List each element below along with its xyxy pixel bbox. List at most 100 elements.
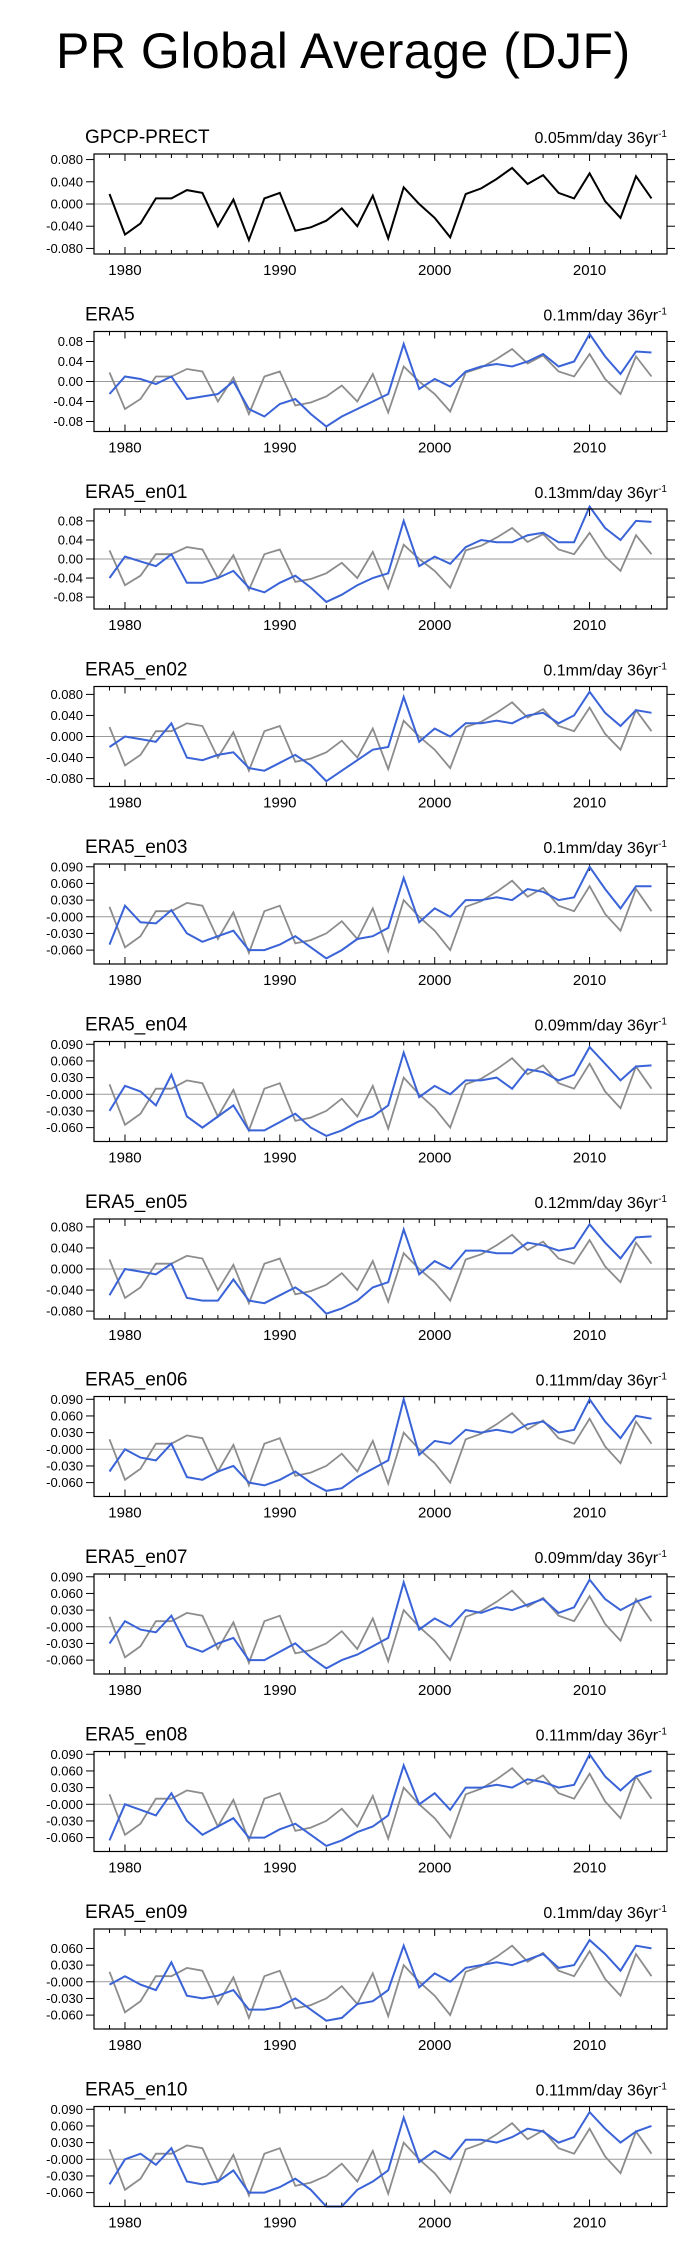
y-tick-label: 0.04 — [58, 354, 83, 369]
x-tick-label: 2000 — [418, 1327, 451, 1344]
trend-rate-label: 0.11mm/day 36yr-1 — [536, 2082, 668, 2100]
panel-title: GPCP-PRECT — [85, 127, 210, 148]
plot-frame — [93, 1573, 668, 1675]
panel-title: ERA5_en03 — [85, 837, 187, 858]
x-tick-label: 2010 — [573, 617, 606, 634]
y-tick-label: 0.08 — [58, 513, 83, 528]
y-tick-label: -0.04 — [53, 571, 83, 586]
trend-rate-label: 0.1mm/day 36yr-1 — [543, 662, 667, 680]
y-tick-label: 0.030 — [50, 1070, 83, 1085]
series-line-gpcp-prect — [108, 166, 653, 243]
series-line-model — [108, 1045, 652, 1137]
panel-era5-en03: ERA5_en03 0.1mm/day 36yr-1 0.090 0.060 0.030… — [46, 837, 675, 989]
y-tick-label: 0.060 — [50, 1586, 83, 1601]
y-tick-label: 0.090 — [50, 2102, 83, 2117]
y-tick-label: -0.000 — [46, 1797, 83, 1812]
y-tick-label: -0.030 — [46, 1103, 83, 1118]
x-tick-label: 2010 — [573, 1505, 606, 1522]
trend-rate-value: 0.11mm/day 36yr — [536, 1373, 659, 1390]
y-tick-label: -0.030 — [46, 926, 83, 941]
y-tick-label: 0.040 — [50, 174, 83, 189]
series-line-model — [108, 2110, 652, 2208]
y-tick-label: 0.060 — [50, 1408, 83, 1423]
y-tick-label: -0.08 — [53, 414, 83, 429]
y-tick-label: 0.080 — [50, 1219, 83, 1234]
series-line-model — [108, 1577, 652, 1670]
panel-title: ERA5_en08 — [85, 1725, 187, 1746]
x-tick-label: 2000 — [418, 440, 451, 457]
series-line-model — [108, 690, 652, 783]
panel-title: ERA5_en09 — [85, 1902, 187, 1923]
panel-title: ERA5_en07 — [85, 1547, 187, 1568]
y-tick-label: 0.000 — [50, 197, 83, 212]
plot-frame — [93, 1928, 668, 2030]
y-tick-label: 0.040 — [50, 1240, 83, 1255]
y-tick-label: 0.090 — [50, 859, 83, 874]
y-tick-label: -0.060 — [46, 2185, 83, 2200]
panel-era5-en07: ERA5_en07 0.09mm/day 36yr-1 0.090 0.060 0.03… — [46, 1547, 675, 1699]
y-tick-label: -0.060 — [46, 1830, 83, 1845]
plot-frame — [93, 1040, 668, 1143]
y-tick-label: -0.040 — [46, 219, 83, 234]
y-tick-label: 0.04 — [58, 532, 83, 547]
trend-rate-value: 0.1mm/day 36yr — [543, 663, 658, 680]
trend-rate-value: 0.11mm/day 36yr — [536, 2083, 659, 2100]
y-tick-label: 0.090 — [50, 1569, 83, 1584]
y-tick-label: -0.030 — [46, 1813, 83, 1828]
x-tick-label: 1980 — [108, 795, 141, 812]
trend-rate-label: 0.13mm/day 36yr-1 — [534, 484, 667, 502]
trend-rate-label: 0.11mm/day 36yr-1 — [536, 1727, 668, 1745]
y-tick-label: -0.060 — [46, 1120, 83, 1135]
trend-rate-value: 0.12mm/day 36yr — [534, 1195, 658, 1212]
plot-frame — [93, 2105, 668, 2208]
y-tick-label: 0.090 — [50, 1037, 83, 1052]
plot-frame — [93, 330, 668, 433]
y-tick-label: -0.000 — [46, 909, 83, 924]
x-tick-label: 2000 — [418, 262, 451, 279]
y-tick-label: 0.060 — [50, 1763, 83, 1778]
x-tick-label: 2010 — [573, 262, 606, 279]
trend-rate-exponent: -1 — [658, 129, 667, 140]
x-tick-label: 1980 — [108, 440, 141, 457]
y-tick-label: 0.00 — [58, 552, 83, 567]
y-tick-label: 0.090 — [50, 1747, 83, 1762]
y-tick-label: -0.080 — [46, 1304, 83, 1319]
series-line-model — [108, 1752, 652, 1848]
panel-title: ERA5_en02 — [85, 660, 187, 681]
x-tick-label: 1980 — [108, 2215, 141, 2232]
y-tick-label: 0.090 — [50, 1392, 83, 1407]
plot-frame — [93, 685, 668, 788]
x-tick-label: 1980 — [108, 1860, 141, 1877]
plot-frame — [93, 153, 668, 255]
trend-rate-value: 0.09mm/day 36yr — [534, 1018, 658, 1035]
series-line-model — [108, 1395, 652, 1492]
panel-title: ERA5 — [85, 305, 135, 326]
trend-rate-value: 0.09mm/day 36yr — [534, 1550, 658, 1567]
trend-rate-exponent: -1 — [658, 1372, 667, 1383]
x-tick-label: 1980 — [108, 1150, 141, 1167]
trend-rate-value: 0.1mm/day 36yr — [543, 840, 658, 857]
panel-era5-en02: ERA5_en02 0.1mm/day 36yr-1 0.080 0.040 0.000… — [46, 660, 675, 812]
x-tick-label: 1990 — [263, 1860, 296, 1877]
trend-rate-exponent: -1 — [658, 307, 667, 318]
panel-title: ERA5_en01 — [85, 482, 187, 503]
x-tick-label: 2000 — [418, 1150, 451, 1167]
series-line-gpcp-reference — [108, 347, 653, 417]
x-tick-label: 1980 — [108, 1505, 141, 1522]
x-tick-label: 1980 — [108, 1327, 141, 1344]
y-tick-label: -0.000 — [46, 2152, 83, 2167]
trend-rate-value: 0.1mm/day 36yr — [543, 1905, 658, 1922]
series-line-gpcp-reference — [108, 2122, 653, 2198]
trend-rate-exponent: -1 — [658, 484, 667, 495]
y-tick-label: 0.000 — [50, 729, 83, 744]
x-tick-label: 1990 — [263, 2215, 296, 2232]
series-line-gpcp-reference — [108, 1233, 653, 1306]
x-tick-label: 1990 — [263, 440, 296, 457]
series-line-model — [108, 504, 652, 604]
x-tick-label: 2010 — [573, 2215, 606, 2232]
x-tick-label: 2000 — [418, 1505, 451, 1522]
y-tick-label: -0.080 — [46, 771, 83, 786]
y-tick-label: 0.060 — [50, 1053, 83, 1068]
panel-era5-en05: ERA5_en05 0.12mm/day 36yr-1 0.080 0.040 0.00… — [46, 1192, 675, 1344]
